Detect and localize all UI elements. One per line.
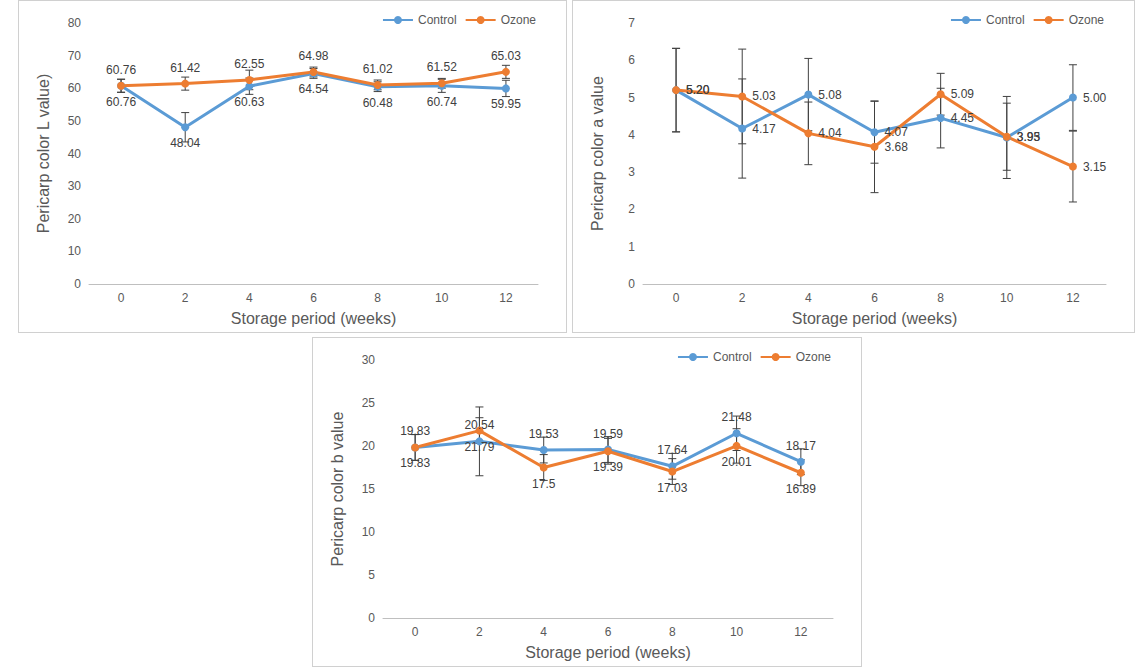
svg-text:Ozone: Ozone bbox=[796, 350, 832, 364]
svg-text:60.74: 60.74 bbox=[427, 95, 457, 109]
svg-text:16.89: 16.89 bbox=[786, 482, 816, 496]
svg-text:Control: Control bbox=[986, 13, 1025, 27]
svg-text:0: 0 bbox=[118, 291, 125, 305]
svg-text:61.42: 61.42 bbox=[170, 61, 200, 75]
svg-text:0: 0 bbox=[74, 277, 81, 291]
svg-text:Storage period (weeks): Storage period (weeks) bbox=[525, 644, 690, 661]
svg-text:4: 4 bbox=[246, 291, 253, 305]
svg-text:6: 6 bbox=[605, 625, 612, 639]
svg-text:30: 30 bbox=[362, 353, 376, 367]
svg-text:60.76: 60.76 bbox=[106, 95, 136, 109]
svg-text:Pericarp color L value): Pericarp color L value) bbox=[35, 74, 52, 233]
svg-text:5: 5 bbox=[368, 568, 375, 582]
svg-text:70: 70 bbox=[68, 49, 82, 63]
svg-text:Pericarp color b value: Pericarp color b value bbox=[329, 412, 346, 567]
svg-text:17.64: 17.64 bbox=[657, 443, 687, 457]
svg-text:20.01: 20.01 bbox=[722, 455, 752, 469]
svg-text:61.52: 61.52 bbox=[427, 60, 457, 74]
svg-text:4: 4 bbox=[805, 291, 812, 305]
svg-text:21.48: 21.48 bbox=[722, 410, 752, 424]
svg-text:8: 8 bbox=[374, 291, 381, 305]
svg-text:0: 0 bbox=[368, 611, 375, 625]
svg-text:3.93: 3.93 bbox=[1017, 130, 1041, 144]
svg-text:10: 10 bbox=[362, 525, 376, 539]
svg-text:64.98: 64.98 bbox=[298, 49, 328, 63]
svg-text:12: 12 bbox=[499, 291, 513, 305]
svg-text:20: 20 bbox=[68, 212, 82, 226]
svg-text:5.00: 5.00 bbox=[1083, 91, 1107, 105]
svg-text:2: 2 bbox=[739, 291, 746, 305]
svg-text:0: 0 bbox=[673, 291, 680, 305]
svg-text:2: 2 bbox=[182, 291, 189, 305]
svg-text:48.04: 48.04 bbox=[170, 136, 200, 150]
svg-text:4.17: 4.17 bbox=[752, 122, 776, 136]
svg-text:Control: Control bbox=[418, 13, 457, 27]
svg-text:64.54: 64.54 bbox=[298, 82, 328, 96]
svg-text:Ozone: Ozone bbox=[501, 13, 537, 27]
svg-text:3.95: 3.95 bbox=[1017, 130, 1041, 144]
svg-text:17.5: 17.5 bbox=[532, 477, 556, 491]
svg-text:5.20: 5.20 bbox=[686, 83, 710, 97]
svg-text:30: 30 bbox=[68, 179, 82, 193]
svg-text:6: 6 bbox=[871, 291, 878, 305]
svg-text:60: 60 bbox=[68, 81, 82, 95]
svg-text:60.48: 60.48 bbox=[363, 96, 393, 110]
svg-text:7: 7 bbox=[628, 16, 635, 30]
svg-text:19.83: 19.83 bbox=[400, 424, 430, 438]
svg-text:0: 0 bbox=[412, 625, 419, 639]
svg-text:5.20: 5.20 bbox=[686, 83, 710, 97]
svg-text:4.45: 4.45 bbox=[951, 111, 975, 125]
svg-text:6: 6 bbox=[628, 53, 635, 67]
svg-text:19.83: 19.83 bbox=[400, 456, 430, 470]
svg-text:3.68: 3.68 bbox=[885, 140, 909, 154]
svg-text:62.55: 62.55 bbox=[234, 57, 264, 71]
svg-text:1: 1 bbox=[628, 240, 635, 254]
svg-text:Storage period (weeks): Storage period (weeks) bbox=[792, 310, 957, 327]
svg-text:3.15: 3.15 bbox=[1083, 160, 1107, 174]
svg-text:20.54: 20.54 bbox=[464, 418, 494, 432]
svg-text:4.04: 4.04 bbox=[818, 126, 842, 140]
svg-text:17.03: 17.03 bbox=[657, 481, 687, 495]
svg-text:80: 80 bbox=[68, 16, 82, 30]
svg-text:8: 8 bbox=[937, 291, 944, 305]
svg-text:20: 20 bbox=[362, 439, 376, 453]
svg-text:50: 50 bbox=[68, 114, 82, 128]
svg-text:10: 10 bbox=[435, 291, 449, 305]
svg-text:4: 4 bbox=[628, 128, 635, 142]
svg-text:10: 10 bbox=[730, 625, 744, 639]
svg-text:2: 2 bbox=[628, 202, 635, 216]
svg-text:Storage period (weeks): Storage period (weeks) bbox=[231, 310, 396, 327]
svg-text:5: 5 bbox=[628, 91, 635, 105]
svg-text:Control: Control bbox=[713, 350, 752, 364]
svg-text:Ozone: Ozone bbox=[1069, 13, 1105, 27]
svg-text:10: 10 bbox=[68, 244, 82, 258]
svg-text:5.09: 5.09 bbox=[951, 87, 975, 101]
svg-text:5.03: 5.03 bbox=[752, 89, 776, 103]
svg-text:60.76: 60.76 bbox=[106, 63, 136, 77]
svg-text:10: 10 bbox=[1000, 291, 1014, 305]
svg-text:18.17: 18.17 bbox=[786, 439, 816, 453]
svg-text:5.08: 5.08 bbox=[818, 88, 842, 102]
svg-text:4.07: 4.07 bbox=[885, 125, 909, 139]
svg-text:40: 40 bbox=[68, 147, 82, 161]
svg-text:8: 8 bbox=[669, 625, 676, 639]
svg-text:25: 25 bbox=[362, 396, 376, 410]
svg-text:3: 3 bbox=[628, 165, 635, 179]
svg-text:4: 4 bbox=[540, 625, 547, 639]
svg-text:12: 12 bbox=[1066, 291, 1080, 305]
svg-text:12: 12 bbox=[794, 625, 808, 639]
svg-text:2: 2 bbox=[476, 625, 483, 639]
svg-text:19.59: 19.59 bbox=[593, 427, 623, 441]
svg-text:19.39: 19.39 bbox=[593, 460, 623, 474]
svg-text:15: 15 bbox=[362, 482, 376, 496]
svg-text:0: 0 bbox=[628, 277, 635, 291]
svg-text:Pericarp color a value: Pericarp color a value bbox=[589, 76, 606, 231]
svg-text:61.02: 61.02 bbox=[363, 62, 393, 76]
svg-text:6: 6 bbox=[310, 291, 317, 305]
svg-text:19.53: 19.53 bbox=[529, 427, 559, 441]
svg-text:60.63: 60.63 bbox=[234, 95, 264, 109]
svg-text:65.03: 65.03 bbox=[491, 49, 521, 63]
svg-text:21.79: 21.79 bbox=[464, 440, 494, 454]
svg-text:59.95: 59.95 bbox=[491, 97, 521, 111]
